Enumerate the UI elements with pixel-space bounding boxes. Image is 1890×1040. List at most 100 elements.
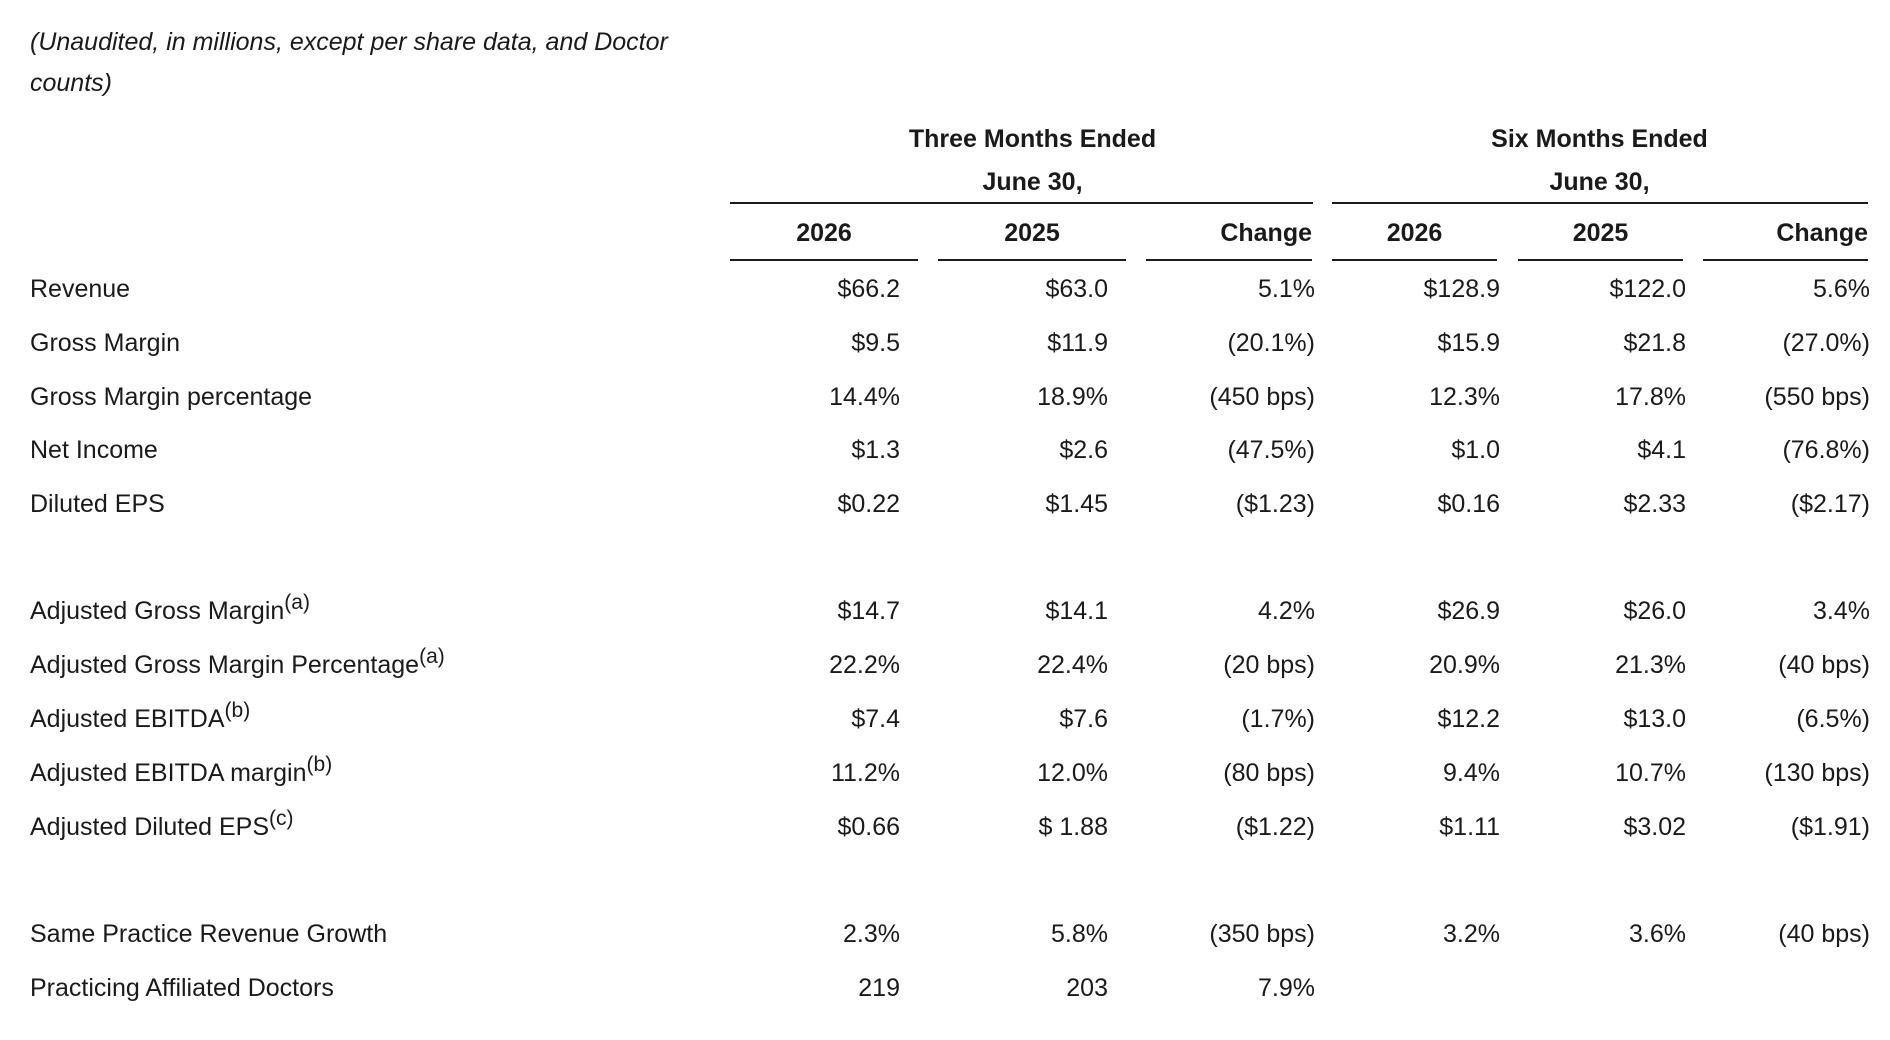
table-row: Gross Margin percentage 14.4% 18.9% (450 bp… [0,377,1890,417]
row-label-text: Gross Margin percentage [30,383,313,411]
footnote-marker: (a) [284,591,310,614]
footnote-marker: (a) [419,645,445,668]
table-cell: ($1.23) [1235,490,1315,518]
footnote-marker: (b) [224,699,251,722]
table-cell: $26.0 [1623,597,1686,625]
table-cell: (550 bps) [1764,383,1870,411]
table-cell: 10.7% [1615,759,1686,787]
table-cell: $14.1 [1045,597,1108,625]
table-row: Adjusted Gross Margin(a) $14.7 $14.1 4.2% $2… [0,591,1890,631]
table-cell: 21.3% [1615,651,1686,679]
row-label-text: Net Income [30,436,158,464]
row-label-text: Adjusted Gross Margin Percentage [30,651,420,679]
table-cell: (20 bps) [1223,651,1315,679]
table-cell: $15.9 [1437,329,1500,357]
table-cell: 17.8% [1615,383,1686,411]
table-cell: 9.4% [1443,759,1500,787]
row-label: Practicing Affiliated Doctors [30,968,334,1008]
table-cell: $7.4 [851,705,900,733]
table-cell: $14.7 [837,597,900,625]
table-cell: $3.02 [1623,813,1686,841]
table-row: Same Practice Revenue Growth 2.3% 5.8% (350… [0,914,1890,954]
table-cell: 3.2% [1443,920,1500,948]
table-cell: $0.16 [1437,490,1500,518]
table-cell: 219 [858,974,900,1002]
table-cell: 12.3% [1429,383,1500,411]
table-cell: ($1.91) [1790,813,1870,841]
table-cell: 4.2% [1258,597,1315,625]
table-cell: $1.3 [851,436,900,464]
group-header-three-months: Three Months Ended June 30, [730,118,1335,204]
row-label: Gross Margin percentage [30,377,312,417]
table-cell: $11.9 [1047,329,1108,357]
row-label-text: Practicing Affiliated Doctors [30,974,334,1002]
group-header-line1: Three Months Ended [908,125,1157,153]
row-label: Net Income [30,430,158,470]
row-label-text: Adjusted Gross Margin [30,597,285,625]
row-label-text: Revenue [30,275,131,303]
column-header: 2025 [1572,219,1629,247]
table-cell: $12.2 [1437,705,1500,733]
table-cell: 203 [1066,974,1108,1002]
table-cell: $0.66 [837,813,900,841]
table-row: Practicing Affiliated Doctors 219 203 7.9% [0,968,1890,1008]
table-cell: (80 bps) [1223,759,1315,787]
row-label: Adjusted EBITDA margin(b) [30,753,332,793]
row-label-text: Same Practice Revenue Growth [30,920,388,948]
row-label-text: Diluted EPS [30,490,165,518]
footnote-marker: (b) [306,753,333,776]
table-cell: (6.5%) [1796,705,1870,733]
table-cell: $2.33 [1623,490,1686,518]
row-label: Adjusted EBITDA(b) [30,699,250,739]
table-cell: $0.22 [837,490,900,518]
row-label: Gross Margin [30,323,180,363]
table-cell: (40 bps) [1778,920,1870,948]
table-cell: (450 bps) [1209,383,1315,411]
table-cell: 5.1% [1258,275,1315,303]
row-label: Same Practice Revenue Growth [30,914,387,954]
table-cell: ($2.17) [1790,490,1870,518]
column-underline [1518,259,1683,261]
row-label: Diluted EPS [30,484,165,524]
row-label-text: Adjusted EBITDA margin [30,759,307,787]
group-header-line2: June 30, [982,168,1083,196]
table-cell: $1.0 [1451,436,1500,464]
table-cell: $26.9 [1437,597,1500,625]
table-cell: $ 1.88 [1038,813,1108,841]
table-row: Gross Margin $9.5 $11.9 (20.1%) $15.9 $21.8 (2… [0,323,1890,363]
column-header: 2026 [796,219,852,247]
group-underline-six-months [1332,202,1868,204]
table-cell: (27.0%) [1782,329,1870,357]
column-underline [1146,259,1312,261]
column-underline [1332,259,1497,261]
row-label-text: Gross Margin [30,329,181,357]
table-cell: 20.9% [1429,651,1500,679]
table-cell: 14.4% [829,383,900,411]
column-underline [730,259,918,261]
group-header-six-months: Six Months Ended June 30, [1332,118,1867,204]
row-label-text: Adjusted EBITDA [30,705,225,733]
table-cell: 5.8% [1051,920,1108,948]
table-cell: 3.6% [1629,920,1686,948]
row-label-text: Adjusted Diluted EPS [30,813,270,841]
column-underline [1703,259,1868,261]
column-header: Change [1776,219,1868,247]
table-cell: 22.2% [829,651,900,679]
table-cell: (350 bps) [1209,920,1315,948]
table-cell: $9.5 [851,329,900,357]
table-cell: 12.0% [1037,759,1108,787]
row-label: Adjusted Diluted EPS(c) [30,807,294,847]
table-row: Adjusted Gross Margin Percentage(a) 22.2%… [0,645,1890,685]
table-cell: $4.1 [1637,436,1686,464]
table-cell: (130 bps) [1764,759,1870,787]
group-underline-three-months [730,202,1313,204]
column-underline [938,259,1126,261]
table-row: Net Income $1.3 $2.6 (47.5%) $1.0 $4.1 (76.8%) [0,430,1890,470]
table-row: Diluted EPS $0.22 $1.45 ($1.23) $0.16 $2.33 ($… [0,484,1890,524]
table-cell: $13.0 [1623,705,1686,733]
table-cell: $66.2 [837,275,900,303]
footnote-marker: (c) [269,807,294,830]
group-header-line1: Six Months Ended [1491,125,1708,153]
table-cell: (47.5%) [1227,436,1315,464]
row-label: Adjusted Gross Margin(a) [30,591,310,631]
